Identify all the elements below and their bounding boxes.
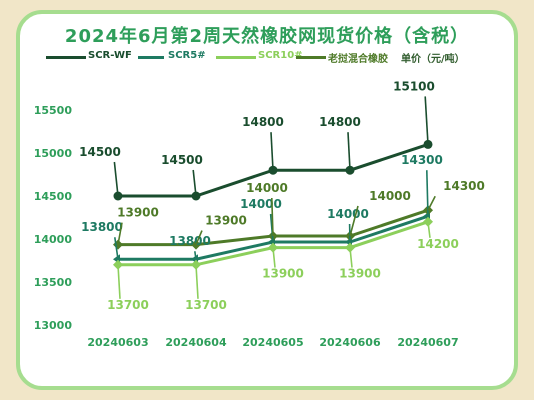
label-leader xyxy=(347,132,351,171)
data-label: 13900 xyxy=(117,206,159,220)
label-leader xyxy=(349,205,359,237)
data-label: 14500 xyxy=(161,153,203,167)
label-leader xyxy=(427,221,431,238)
label-leader xyxy=(117,264,121,299)
x-axis: 20240603 20240604 20240605 20240606 20240607 xyxy=(87,336,458,349)
data-labels: 14500 14500 14800 14800 15100 13800 13800 14000… xyxy=(79,79,485,311)
data-label: 13900 xyxy=(205,214,247,228)
x-tick-label: 20240606 xyxy=(319,336,381,349)
y-tick-label: 14500 xyxy=(34,190,73,203)
label-leader xyxy=(114,237,119,260)
data-label: 14300 xyxy=(443,179,485,193)
legend-label-scr10: SCR10# xyxy=(258,50,303,61)
data-label: 15100 xyxy=(393,79,435,93)
y-tick-label: 13500 xyxy=(34,276,73,289)
data-label: 13700 xyxy=(185,298,227,312)
label-leader xyxy=(427,195,436,211)
legend-label-scr-wf: SCR-WF xyxy=(88,50,132,61)
legend-swatch-scr-wf xyxy=(46,56,86,59)
label-leader xyxy=(426,170,429,217)
label-leader xyxy=(113,161,119,197)
y-tick-label: 15000 xyxy=(34,147,73,160)
chart-title: 2024年6月第2周天然橡胶网现货价格（含税） xyxy=(64,26,470,47)
data-label: 14800 xyxy=(242,115,284,129)
label-leader xyxy=(192,169,197,197)
y-tick-label: 14000 xyxy=(34,233,73,246)
label-leader xyxy=(195,264,199,299)
y-tick-label: 15500 xyxy=(34,104,73,117)
label-leader xyxy=(270,132,274,171)
label-leader xyxy=(424,96,429,145)
unit-label: 单价（元/吨） xyxy=(401,54,465,65)
x-tick-label: 20240607 xyxy=(397,336,458,349)
x-tick-label: 20240605 xyxy=(242,336,303,349)
data-label: 14000 xyxy=(246,181,288,195)
data-label: 13900 xyxy=(339,267,381,281)
data-label: 14200 xyxy=(417,237,459,251)
legend-swatch-laos xyxy=(296,56,326,59)
x-tick-label: 20240604 xyxy=(165,336,227,349)
legend: SCR-WF SCR5# SCR10# 老挝混合橡胶 单价（元/吨） xyxy=(46,48,496,66)
legend-swatch-scr10 xyxy=(216,56,256,59)
label-leader xyxy=(117,222,123,245)
label-leader xyxy=(269,213,274,243)
y-tick-label: 13000 xyxy=(34,319,73,332)
data-label: 14000 xyxy=(327,207,369,221)
x-tick-label: 20240603 xyxy=(87,336,148,349)
label-leader xyxy=(271,197,274,237)
label-leader xyxy=(195,230,203,245)
y-axis: 13000 13500 14000 14500 15000 15500 xyxy=(34,104,73,332)
legend-label-scr5: SCR5# xyxy=(168,50,206,61)
legend-swatch-scr5 xyxy=(138,56,164,59)
data-label: 14800 xyxy=(319,115,361,129)
label-leader xyxy=(349,247,353,268)
data-label: 14000 xyxy=(369,189,411,203)
data-label: 13800 xyxy=(81,220,123,234)
data-label: 13900 xyxy=(262,267,304,281)
data-label: 13800 xyxy=(169,234,211,248)
label-leader xyxy=(272,247,276,268)
data-label: 13700 xyxy=(107,298,149,312)
legend-label-laos: 老挝混合橡胶 xyxy=(328,54,388,65)
chart-card xyxy=(16,10,518,390)
data-label: 14300 xyxy=(401,153,443,167)
label-leader xyxy=(194,251,197,260)
data-label: 14500 xyxy=(79,145,121,159)
data-label: 14000 xyxy=(240,197,282,211)
